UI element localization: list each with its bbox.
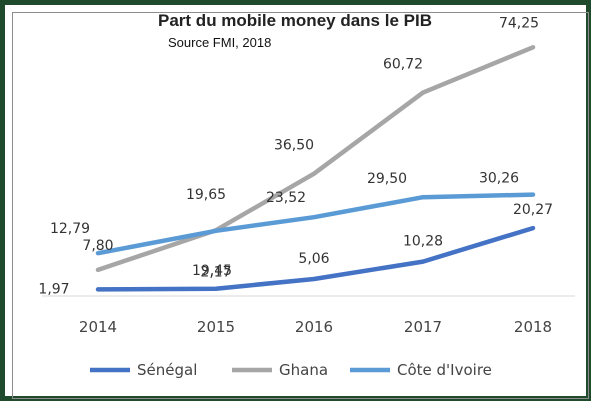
- data-label-cote-d-ivoire-2014: 12,79: [50, 221, 90, 237]
- data-label-senegal-2018: 20,27: [513, 202, 553, 218]
- data-label-senegal-2016: 5,06: [298, 251, 329, 267]
- data-label-ghana-2017: 60,72: [383, 57, 423, 73]
- data-label-senegal-2017: 10,28: [403, 234, 443, 250]
- data-label-cote-d-ivoire-2016: 23,52: [266, 190, 306, 206]
- legend-label-ghana: Ghana: [279, 361, 328, 379]
- data-label-ghana-2014: 7,80: [82, 238, 113, 254]
- data-label-ghana-2018: 74,25: [499, 15, 539, 31]
- data-label-senegal-2014: 1,97: [38, 281, 69, 297]
- chart-subtitle: Source FMI, 2018: [168, 35, 271, 50]
- legend-label-senegal: Sénégal: [137, 361, 197, 379]
- data-label-senegal-2015: 2,17: [200, 265, 231, 281]
- data-label-cote-d-ivoire-2018: 30,26: [479, 171, 519, 187]
- series-line-cote-d-ivoire: [95, 192, 536, 256]
- data-label-ghana-2015: 19,65: [186, 187, 226, 203]
- data-label-ghana-2016: 36,50: [274, 138, 314, 154]
- series-line-senegal: [95, 225, 536, 292]
- x-tick-label-2017: 2017: [404, 318, 442, 336]
- x-tick-label-2015: 2015: [197, 318, 235, 336]
- x-tick-label-2018: 2018: [514, 318, 552, 336]
- legend-label-cote-d-ivoire: Côte d'Ivoire: [397, 361, 492, 379]
- chart-title: Part du mobile money dans le PIB: [158, 11, 432, 30]
- data-label-cote-d-ivoire-2017: 29,50: [367, 171, 407, 187]
- x-tick-label-2014: 2014: [79, 318, 117, 336]
- data-label-cote-d-ivoire-2015: 19,45: [192, 263, 232, 279]
- x-tick-label-2016: 2016: [295, 318, 333, 336]
- series-line-ghana: [95, 45, 536, 273]
- chart-area: [12, 12, 589, 399]
